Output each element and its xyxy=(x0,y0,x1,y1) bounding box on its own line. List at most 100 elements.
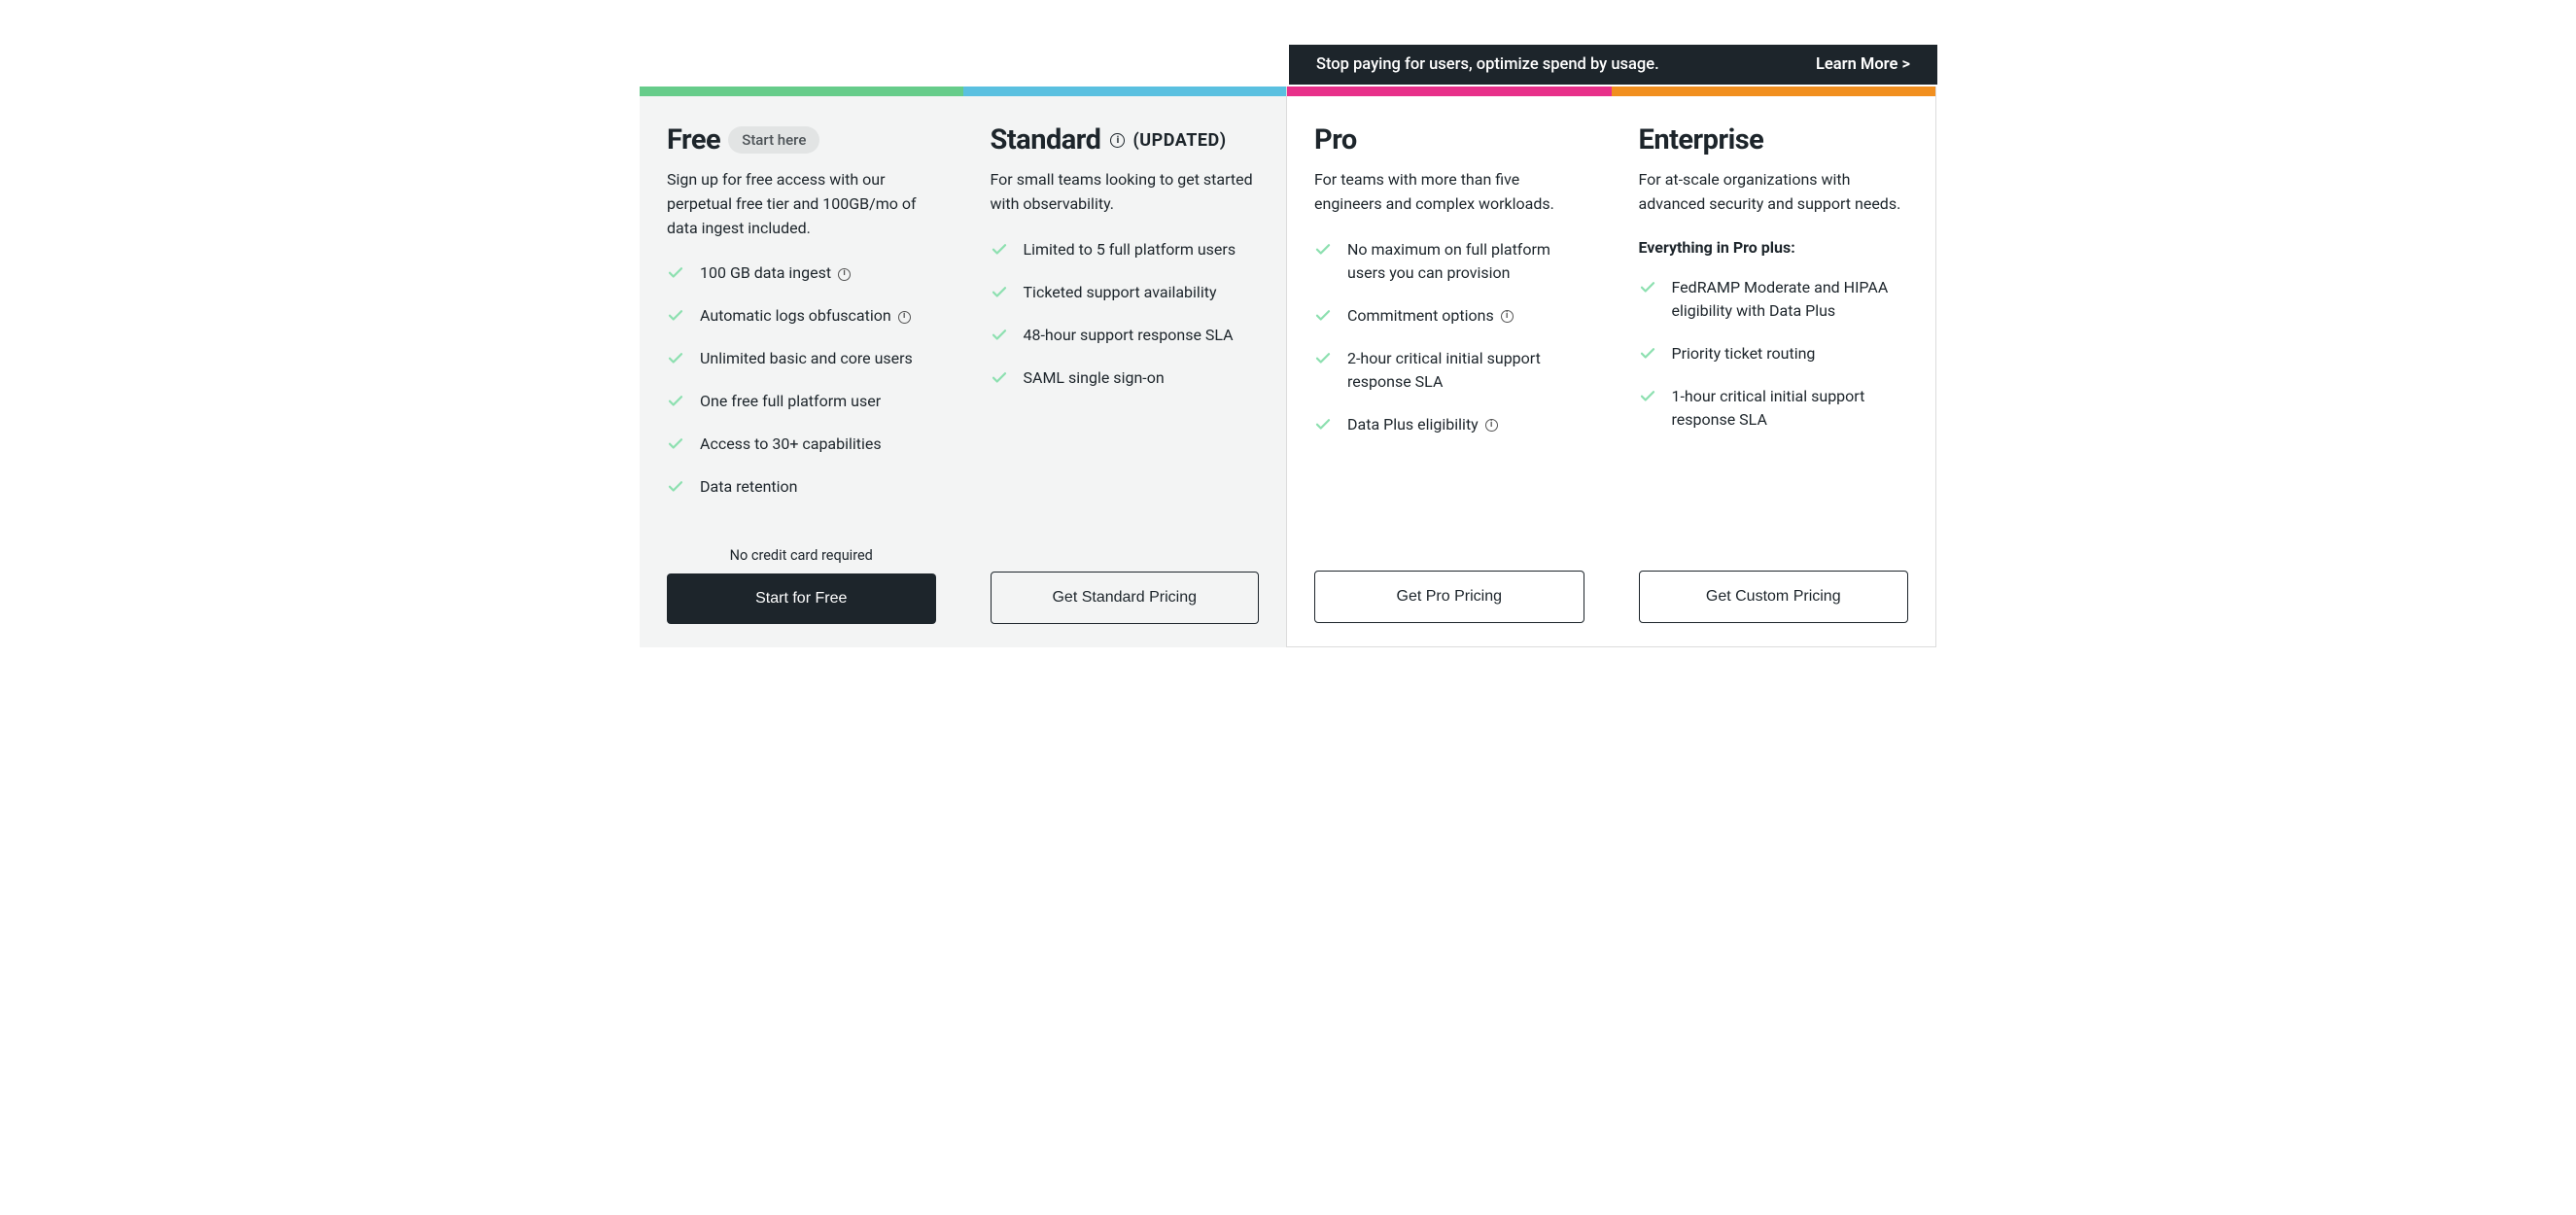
feature-item: 100 GB data ingest i xyxy=(667,261,936,285)
tier-header-pro: Pro xyxy=(1314,123,1584,156)
check-icon xyxy=(667,392,684,409)
stripe-standard xyxy=(963,87,1287,96)
check-icon xyxy=(991,240,1008,258)
check-icon xyxy=(991,326,1008,343)
check-icon xyxy=(667,477,684,495)
tier-name-free: Free xyxy=(667,123,720,156)
info-icon[interactable]: i xyxy=(838,268,851,281)
tier-desc-enterprise: For at-scale organizations with advanced… xyxy=(1639,168,1909,217)
tier-name-pro: Pro xyxy=(1314,123,1357,156)
check-icon xyxy=(667,349,684,366)
tier-name-enterprise: Enterprise xyxy=(1639,123,1764,156)
pricing-container: Stop paying for users, optimize spend by… xyxy=(640,45,1936,647)
get-standard-pricing-button[interactable]: Get Standard Pricing xyxy=(991,572,1260,624)
check-icon xyxy=(1639,278,1656,295)
pricing-cards: Free Start here Sign up for free access … xyxy=(640,87,1936,647)
tier-desc-pro: For teams with more than five engineers … xyxy=(1314,168,1584,217)
stripe-pro xyxy=(1287,87,1612,96)
tier-card-free: Free Start here Sign up for free access … xyxy=(640,87,963,647)
feature-text: 48-hour support response SLA xyxy=(1024,324,1234,347)
info-icon[interactable]: i xyxy=(1485,419,1498,432)
card-footer-enterprise: Get Custom Pricing xyxy=(1639,571,1909,623)
tier-header-free: Free Start here xyxy=(667,123,936,156)
card-body-enterprise: Enterprise For at-scale organizations wi… xyxy=(1612,96,1936,646)
info-icon[interactable]: i xyxy=(1110,133,1125,148)
feature-text: Automatic logs obfuscation i xyxy=(700,304,911,328)
feature-text: Limited to 5 full platform users xyxy=(1024,238,1236,261)
feature-item: 1-hour critical initial support response… xyxy=(1639,385,1909,432)
feature-item: FedRAMP Moderate and HIPAA eligibility w… xyxy=(1639,276,1909,323)
card-body-standard: Standard i (UPDATED) For small teams loo… xyxy=(963,96,1287,647)
feature-text: Priority ticket routing xyxy=(1672,342,1816,365)
feature-text: SAML single sign-on xyxy=(1024,366,1165,390)
card-body-free: Free Start here Sign up for free access … xyxy=(640,96,963,647)
feature-text: Ticketed support availability xyxy=(1024,281,1217,304)
feature-text: 100 GB data ingest i xyxy=(700,261,851,285)
card-footer-free: No credit card required Start for Free xyxy=(667,547,936,624)
features-standard: Limited to 5 full platform users Ticketed… xyxy=(991,238,1260,572)
feature-text: FedRAMP Moderate and HIPAA eligibility w… xyxy=(1672,276,1909,323)
get-custom-pricing-button[interactable]: Get Custom Pricing xyxy=(1639,571,1909,623)
feature-item: Ticketed support availability xyxy=(991,281,1260,304)
check-icon xyxy=(1639,344,1656,362)
start-here-pill: Start here xyxy=(728,126,819,154)
features-free: 100 GB data ingest i Automatic logs obfus… xyxy=(667,261,936,547)
feature-text: No maximum on full platform users you ca… xyxy=(1347,238,1584,285)
learn-more-link[interactable]: Learn More > xyxy=(1816,55,1910,74)
check-icon xyxy=(991,368,1008,386)
get-pro-pricing-button[interactable]: Get Pro Pricing xyxy=(1314,571,1584,623)
card-footer-standard: Get Standard Pricing xyxy=(991,572,1260,624)
tier-card-enterprise: Enterprise For at-scale organizations wi… xyxy=(1612,87,1936,646)
tier-desc-free: Sign up for free access with our perpetu… xyxy=(667,168,936,240)
tier-card-pro: Pro For teams with more than five engine… xyxy=(1287,87,1612,646)
feature-item: 48-hour support response SLA xyxy=(991,324,1260,347)
tier-header-enterprise: Enterprise xyxy=(1639,123,1909,156)
pro-enterprise-group: Pro For teams with more than five engine… xyxy=(1286,87,1936,647)
feature-item: Access to 30+ capabilities xyxy=(667,433,936,456)
card-footer-pro: Get Pro Pricing xyxy=(1314,571,1584,623)
tier-name-standard: Standard xyxy=(991,123,1101,156)
tier-card-standard: Standard i (UPDATED) For small teams loo… xyxy=(963,87,1287,647)
card-body-pro: Pro For teams with more than five engine… xyxy=(1287,96,1612,646)
feature-item: No maximum on full platform users you ca… xyxy=(1314,238,1584,285)
updated-tag: (UPDATED) xyxy=(1132,130,1226,151)
features-pro: No maximum on full platform users you ca… xyxy=(1314,238,1584,571)
feature-item: Data Plus eligibility i xyxy=(1314,413,1584,436)
info-icon[interactable]: i xyxy=(898,311,911,324)
feature-item: Data retention xyxy=(667,475,936,499)
stripe-enterprise xyxy=(1612,87,1936,96)
feature-item: Unlimited basic and core users xyxy=(667,347,936,370)
feature-text: Unlimited basic and core users xyxy=(700,347,913,370)
feature-item: Commitment options i xyxy=(1314,304,1584,328)
start-for-free-button[interactable]: Start for Free xyxy=(667,573,936,624)
feature-item: Automatic logs obfuscation i xyxy=(667,304,936,328)
promo-banner: Stop paying for users, optimize spend by… xyxy=(1289,45,1937,85)
check-icon xyxy=(1639,387,1656,404)
feature-item: Limited to 5 full platform users xyxy=(991,238,1260,261)
no-credit-card-text: No credit card required xyxy=(667,547,936,564)
check-icon xyxy=(667,306,684,324)
everything-in-pro-heading: Everything in Pro plus: xyxy=(1639,238,1909,257)
tier-desc-standard: For small teams looking to get started w… xyxy=(991,168,1260,217)
feature-text: 2-hour critical initial support response… xyxy=(1347,347,1584,394)
info-icon[interactable]: i xyxy=(1501,310,1514,323)
feature-item: 2-hour critical initial support response… xyxy=(1314,347,1584,394)
feature-text: 1-hour critical initial support response… xyxy=(1672,385,1909,432)
tier-header-standard: Standard i (UPDATED) xyxy=(991,123,1260,156)
check-icon xyxy=(667,434,684,452)
feature-text: Commitment options i xyxy=(1347,304,1514,328)
check-icon xyxy=(1314,240,1332,258)
banner-text: Stop paying for users, optimize spend by… xyxy=(1316,55,1659,74)
check-icon xyxy=(667,263,684,281)
feature-text: Access to 30+ capabilities xyxy=(700,433,882,456)
feature-item: Priority ticket routing xyxy=(1639,342,1909,365)
feature-text: Data Plus eligibility i xyxy=(1347,413,1498,436)
check-icon xyxy=(991,283,1008,300)
stripe-free xyxy=(640,87,963,96)
feature-item: SAML single sign-on xyxy=(991,366,1260,390)
feature-text: One free full platform user xyxy=(700,390,881,413)
check-icon xyxy=(1314,415,1332,433)
features-enterprise: FedRAMP Moderate and HIPAA eligibility w… xyxy=(1639,276,1909,571)
check-icon xyxy=(1314,306,1332,324)
feature-item: One free full platform user xyxy=(667,390,936,413)
